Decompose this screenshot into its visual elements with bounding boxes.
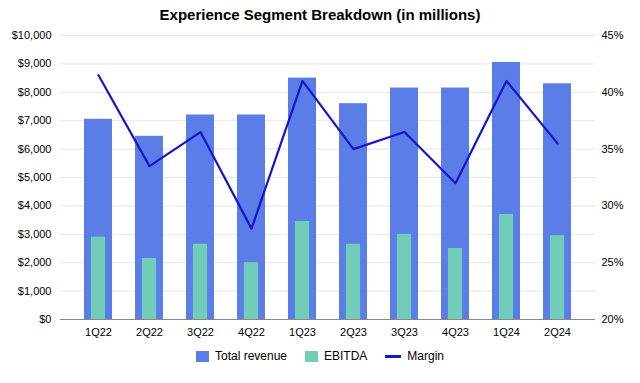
svg-text:40%: 40% <box>602 86 624 98</box>
svg-text:35%: 35% <box>602 143 624 155</box>
svg-text:$1,000: $1,000 <box>18 285 52 297</box>
svg-text:$7,000: $7,000 <box>18 114 52 126</box>
svg-text:$4,000: $4,000 <box>18 199 52 211</box>
html-text:Experience Segment Breakdown (: Experience Segment Breakdown (in million… <box>159 6 481 23</box>
svg-text:$9,000: $9,000 <box>18 57 52 69</box>
svg-text:3Q22: 3Q22 <box>187 326 214 338</box>
html-text:Margin: Margin <box>407 349 444 363</box>
svg-text:$3,000: $3,000 <box>18 228 52 240</box>
svg-text:$8,000: $8,000 <box>18 86 52 98</box>
svg-text:2Q22: 2Q22 <box>136 326 163 338</box>
svg-text:45%: 45% <box>602 29 624 41</box>
svg-text:4Q23: 4Q23 <box>442 326 469 338</box>
svg-text:1Q24: 1Q24 <box>493 326 520 338</box>
svg-text:$10,000: $10,000 <box>12 29 52 41</box>
svg-text:$2,000: $2,000 <box>18 256 52 268</box>
svg-text:$5,000: $5,000 <box>18 171 52 183</box>
svg-text:3Q23: 3Q23 <box>391 326 418 338</box>
svg-text:20%: 20% <box>602 313 624 325</box>
svg-text:4Q22: 4Q22 <box>238 326 265 338</box>
svg-text:2Q23: 2Q23 <box>340 326 367 338</box>
html-text:EBITDA: EBITDA <box>324 349 368 363</box>
svg-text:1Q23: 1Q23 <box>289 326 316 338</box>
svg-text:30%: 30% <box>602 199 624 211</box>
svg-text:$0: $0 <box>39 313 51 325</box>
svg-text:25%: 25% <box>602 256 624 268</box>
svg-text:$6,000: $6,000 <box>18 143 52 155</box>
html-text:Total revenue: Total revenue <box>215 349 287 363</box>
svg-text:2Q24: 2Q24 <box>544 326 571 338</box>
svg-text:1Q22: 1Q22 <box>85 326 112 338</box>
